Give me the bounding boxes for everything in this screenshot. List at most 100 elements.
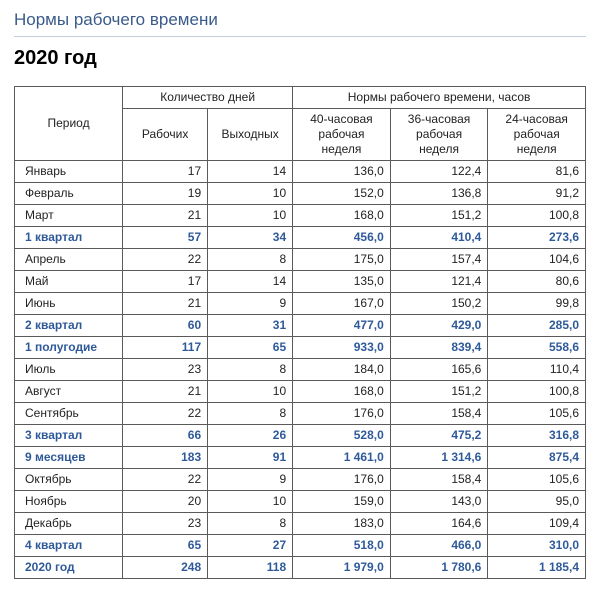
cell-work: 21 xyxy=(123,293,208,315)
table-row: Март2110168,0151,2100,8 xyxy=(15,205,586,227)
cell-w36: 121,4 xyxy=(390,271,488,293)
cell-period: Август xyxy=(15,381,123,403)
cell-rest: 8 xyxy=(208,403,293,425)
cell-rest: 91 xyxy=(208,447,293,469)
cell-w24: 81,6 xyxy=(488,161,586,183)
cell-work: 23 xyxy=(123,359,208,381)
cell-w40: 456,0 xyxy=(293,227,391,249)
cell-w24: 91,2 xyxy=(488,183,586,205)
col-work: Рабочих xyxy=(123,109,208,161)
cell-period: Апрель xyxy=(15,249,123,271)
cell-w24: 100,8 xyxy=(488,205,586,227)
table-row: 2 квартал6031477,0429,0285,0 xyxy=(15,315,586,337)
table-row: Июнь219167,0150,299,8 xyxy=(15,293,586,315)
cell-period: Декабрь xyxy=(15,513,123,535)
table-row: Декабрь238183,0164,6109,4 xyxy=(15,513,586,535)
cell-rest: 8 xyxy=(208,249,293,271)
cell-period: 1 полугодие xyxy=(15,337,123,359)
cell-work: 17 xyxy=(123,161,208,183)
cell-rest: 8 xyxy=(208,359,293,381)
cell-period: Июль xyxy=(15,359,123,381)
cell-period: 4 квартал xyxy=(15,535,123,557)
table-row: Январь1714136,0122,481,6 xyxy=(15,161,586,183)
cell-rest: 31 xyxy=(208,315,293,337)
cell-work: 22 xyxy=(123,469,208,491)
cell-period: 9 месяцев xyxy=(15,447,123,469)
col-w36: 36-часовая рабочая неделя xyxy=(390,109,488,161)
table-row: Сентябрь228176,0158,4105,6 xyxy=(15,403,586,425)
table-row: 1 полугодие11765933,0839,4558,6 xyxy=(15,337,586,359)
col-rest: Выходных xyxy=(208,109,293,161)
table-row: 3 квартал6626528,0475,2316,8 xyxy=(15,425,586,447)
table-row: Июль238184,0165,6110,4 xyxy=(15,359,586,381)
cell-w36: 122,4 xyxy=(390,161,488,183)
cell-work: 20 xyxy=(123,491,208,513)
col-w40: 40-часовая рабочая неделя xyxy=(293,109,391,161)
col-w24: 24-часовая рабочая неделя xyxy=(488,109,586,161)
cell-w40: 1 461,0 xyxy=(293,447,391,469)
cell-w40: 184,0 xyxy=(293,359,391,381)
cell-rest: 10 xyxy=(208,183,293,205)
cell-w40: 1 979,0 xyxy=(293,557,391,579)
cell-w24: 80,6 xyxy=(488,271,586,293)
table-row: Ноябрь2010159,0143,095,0 xyxy=(15,491,586,513)
cell-period: Январь xyxy=(15,161,123,183)
cell-rest: 8 xyxy=(208,513,293,535)
cell-w40: 135,0 xyxy=(293,271,391,293)
cell-work: 19 xyxy=(123,183,208,205)
cell-w36: 165,6 xyxy=(390,359,488,381)
cell-rest: 10 xyxy=(208,381,293,403)
cell-w40: 159,0 xyxy=(293,491,391,513)
cell-w40: 168,0 xyxy=(293,205,391,227)
cell-period: 2 квартал xyxy=(15,315,123,337)
cell-w40: 183,0 xyxy=(293,513,391,535)
cell-period: Март xyxy=(15,205,123,227)
cell-work: 65 xyxy=(123,535,208,557)
cell-work: 66 xyxy=(123,425,208,447)
table-row: Апрель228175,0157,4104,6 xyxy=(15,249,586,271)
cell-w36: 158,4 xyxy=(390,403,488,425)
cell-w40: 168,0 xyxy=(293,381,391,403)
cell-rest: 65 xyxy=(208,337,293,359)
cell-work: 248 xyxy=(123,557,208,579)
cell-w24: 558,6 xyxy=(488,337,586,359)
cell-w36: 466,0 xyxy=(390,535,488,557)
table-row: 4 квартал6527518,0466,0310,0 xyxy=(15,535,586,557)
cell-w36: 136,8 xyxy=(390,183,488,205)
page-title: Нормы рабочего времени xyxy=(14,8,586,37)
cell-work: 60 xyxy=(123,315,208,337)
cell-work: 23 xyxy=(123,513,208,535)
cell-w24: 95,0 xyxy=(488,491,586,513)
cell-w40: 176,0 xyxy=(293,469,391,491)
cell-w40: 175,0 xyxy=(293,249,391,271)
cell-w24: 110,4 xyxy=(488,359,586,381)
cell-w24: 105,6 xyxy=(488,469,586,491)
cell-w24: 285,0 xyxy=(488,315,586,337)
cell-w24: 316,8 xyxy=(488,425,586,447)
cell-w40: 933,0 xyxy=(293,337,391,359)
cell-w24: 310,0 xyxy=(488,535,586,557)
cell-period: 1 квартал xyxy=(15,227,123,249)
cell-period: Июнь xyxy=(15,293,123,315)
cell-work: 17 xyxy=(123,271,208,293)
cell-period: 2020 год xyxy=(15,557,123,579)
cell-period: Октябрь xyxy=(15,469,123,491)
cell-w24: 100,8 xyxy=(488,381,586,403)
cell-rest: 14 xyxy=(208,161,293,183)
cell-w36: 410,4 xyxy=(390,227,488,249)
cell-w40: 136,0 xyxy=(293,161,391,183)
cell-period: Май xyxy=(15,271,123,293)
cell-w36: 151,2 xyxy=(390,381,488,403)
cell-rest: 10 xyxy=(208,491,293,513)
cell-w36: 164,6 xyxy=(390,513,488,535)
cell-period: Ноябрь xyxy=(15,491,123,513)
table-row: Август2110168,0151,2100,8 xyxy=(15,381,586,403)
cell-w24: 273,6 xyxy=(488,227,586,249)
table-row: Февраль1910152,0136,891,2 xyxy=(15,183,586,205)
cell-work: 21 xyxy=(123,381,208,403)
cell-rest: 34 xyxy=(208,227,293,249)
cell-period: Сентябрь xyxy=(15,403,123,425)
cell-w24: 99,8 xyxy=(488,293,586,315)
cell-w36: 839,4 xyxy=(390,337,488,359)
cell-w36: 157,4 xyxy=(390,249,488,271)
